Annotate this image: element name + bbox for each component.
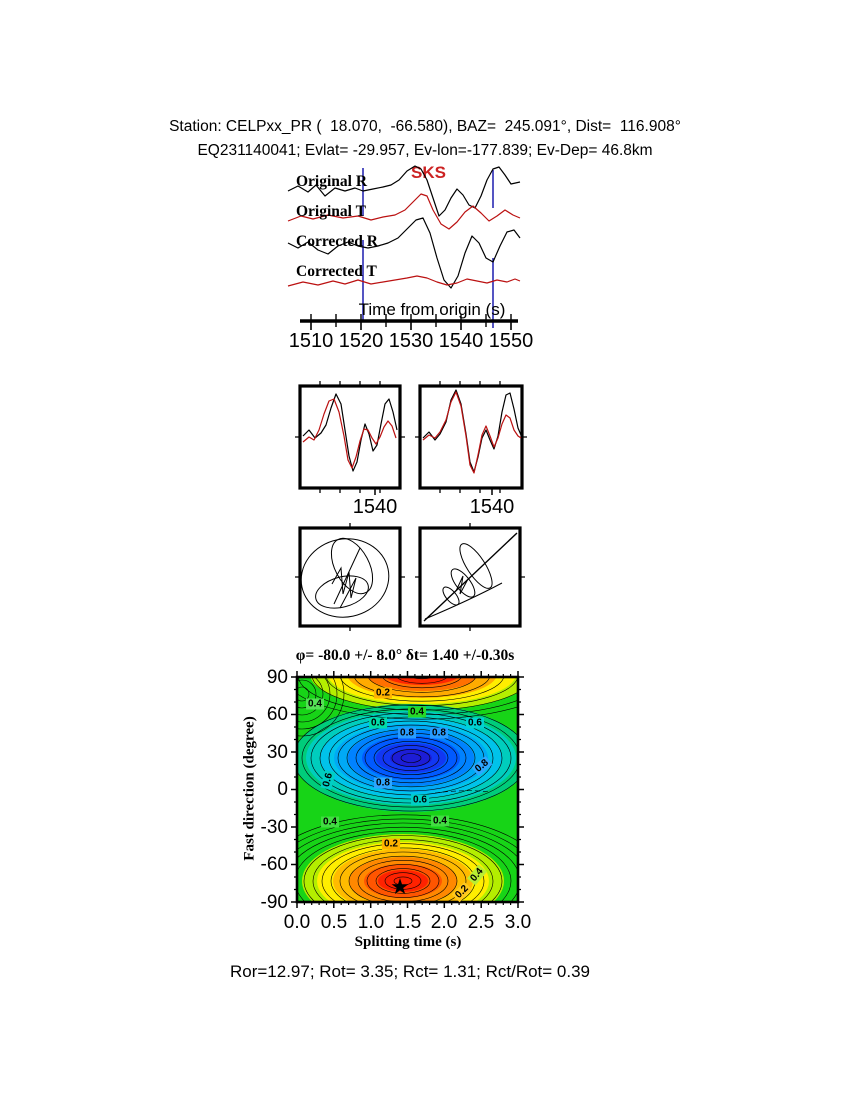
- y-tick-30: 30: [266, 742, 288, 763]
- y-tick-neg90: -90: [260, 892, 288, 913]
- contour-level-label: 0.4: [431, 815, 449, 827]
- contour-title: φ= -80.0 +/- 8.0° δt= 1.40 +/-0.30s: [295, 647, 515, 664]
- x-tick-15: 1.5: [394, 912, 422, 933]
- particle-motion-panels: [295, 523, 525, 631]
- time-axis: [300, 314, 518, 330]
- time-axis-title: Time from origin (s): [358, 300, 506, 319]
- comparison-panels: [295, 381, 527, 495]
- best-solution-star-marker: ★: [390, 874, 410, 899]
- time-tick-1520: 1520: [338, 330, 384, 352]
- splitting-time-axis-label: Splitting time (s): [354, 934, 462, 950]
- contour-level-label: 0.4: [306, 698, 324, 710]
- contour-level-label: 0.4: [408, 706, 426, 718]
- y-tick-neg60: -60: [260, 854, 288, 875]
- comparison-left-tick: 1540: [352, 496, 398, 518]
- contour-level-label: 0.8: [398, 727, 416, 739]
- corrected-pair: [422, 389, 522, 474]
- contour-level-label: 0.8: [374, 777, 392, 789]
- x-tick-20: 2.0: [430, 912, 458, 933]
- particle-motion-linear: [423, 532, 518, 622]
- y-tick-neg30: -30: [260, 817, 288, 838]
- time-tick-1540: 1540: [438, 330, 484, 352]
- contour-level-label: 0.6: [466, 717, 484, 729]
- station-header: Station: CELPxx_PR ( 18.070, -66.580), B…: [169, 118, 681, 135]
- event-header: EQ231140041; Evlat= -29.957, Ev-lon=-177…: [197, 142, 653, 159]
- x-tick-25: 2.5: [467, 912, 495, 933]
- trace-label-original-t: Original T: [296, 203, 366, 220]
- contour-plot: ★: [291, 671, 524, 908]
- fast-direction-axis-label: Fast direction (degree): [241, 716, 258, 861]
- corrected-t-trace: [287, 275, 521, 287]
- trace-label-corrected-r: Corrected R: [296, 233, 378, 250]
- original-t-trace: [287, 193, 521, 230]
- comparison-right-tick: 1540: [469, 496, 515, 518]
- time-tick-1510: 1510: [288, 330, 334, 352]
- contour-level-label: 0.8: [430, 727, 448, 739]
- contour-level-label: 0.2: [382, 838, 400, 850]
- y-tick-90: 90: [266, 667, 288, 688]
- x-tick-10: 1.0: [357, 912, 385, 933]
- time-window-lines: [362, 168, 494, 328]
- original-r-trace: [287, 165, 521, 217]
- contour-frame: [291, 671, 524, 908]
- contour-level-label: 0.2: [374, 687, 392, 699]
- time-tick-1550: 1550: [488, 330, 534, 352]
- x-tick-0: 0.0: [283, 912, 311, 933]
- trace-label-corrected-t: Corrected T: [296, 263, 377, 280]
- particle-motion-elliptical: [300, 537, 390, 618]
- corrected-r-trace: [287, 217, 521, 289]
- trace-label-original-r: Original R: [296, 173, 368, 190]
- contour-level-label: 0.6: [411, 794, 429, 806]
- y-tick-0: 0: [277, 779, 288, 800]
- x-tick-05: 0.5: [320, 912, 348, 933]
- contour-level-label: 0.4: [321, 816, 339, 828]
- y-tick-60: 60: [266, 704, 288, 725]
- footer-stats: Ror=12.97; Rot= 3.35; Rct= 1.31; Rct/Rot…: [229, 962, 591, 981]
- x-tick-30: 3.0: [504, 912, 532, 933]
- time-tick-1530: 1530: [388, 330, 434, 352]
- uncorrected-pair: [302, 393, 398, 472]
- contour-level-label: 0.6: [369, 717, 387, 729]
- waveform-panel: [287, 165, 521, 330]
